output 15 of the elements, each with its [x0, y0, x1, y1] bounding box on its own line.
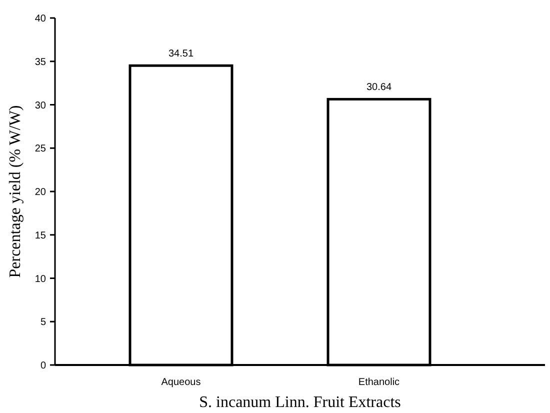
x-tick-label: Aqueous — [161, 377, 201, 388]
y-tick-label: 10 — [34, 274, 46, 285]
data-label: 34.51 — [168, 48, 194, 60]
y-tick-label: 25 — [34, 144, 46, 155]
y-tick-label: 30 — [34, 100, 46, 112]
y-axis-title: Percentage yield (% W/W) — [7, 105, 24, 278]
x-tick-label: Ethanolic — [358, 377, 400, 388]
x-axis-title: S. incanum Linn. Fruit Extracts — [199, 394, 401, 411]
y-tick-label: 0 — [40, 360, 46, 372]
y-tick-label: 5 — [40, 317, 46, 328]
y-tick-label: 35 — [34, 56, 46, 68]
y-tick-label: 40 — [34, 14, 46, 24]
data-label: 30.64 — [366, 82, 392, 94]
y-tick-label: 15 — [34, 230, 46, 242]
y-tick-label: 20 — [34, 187, 46, 198]
